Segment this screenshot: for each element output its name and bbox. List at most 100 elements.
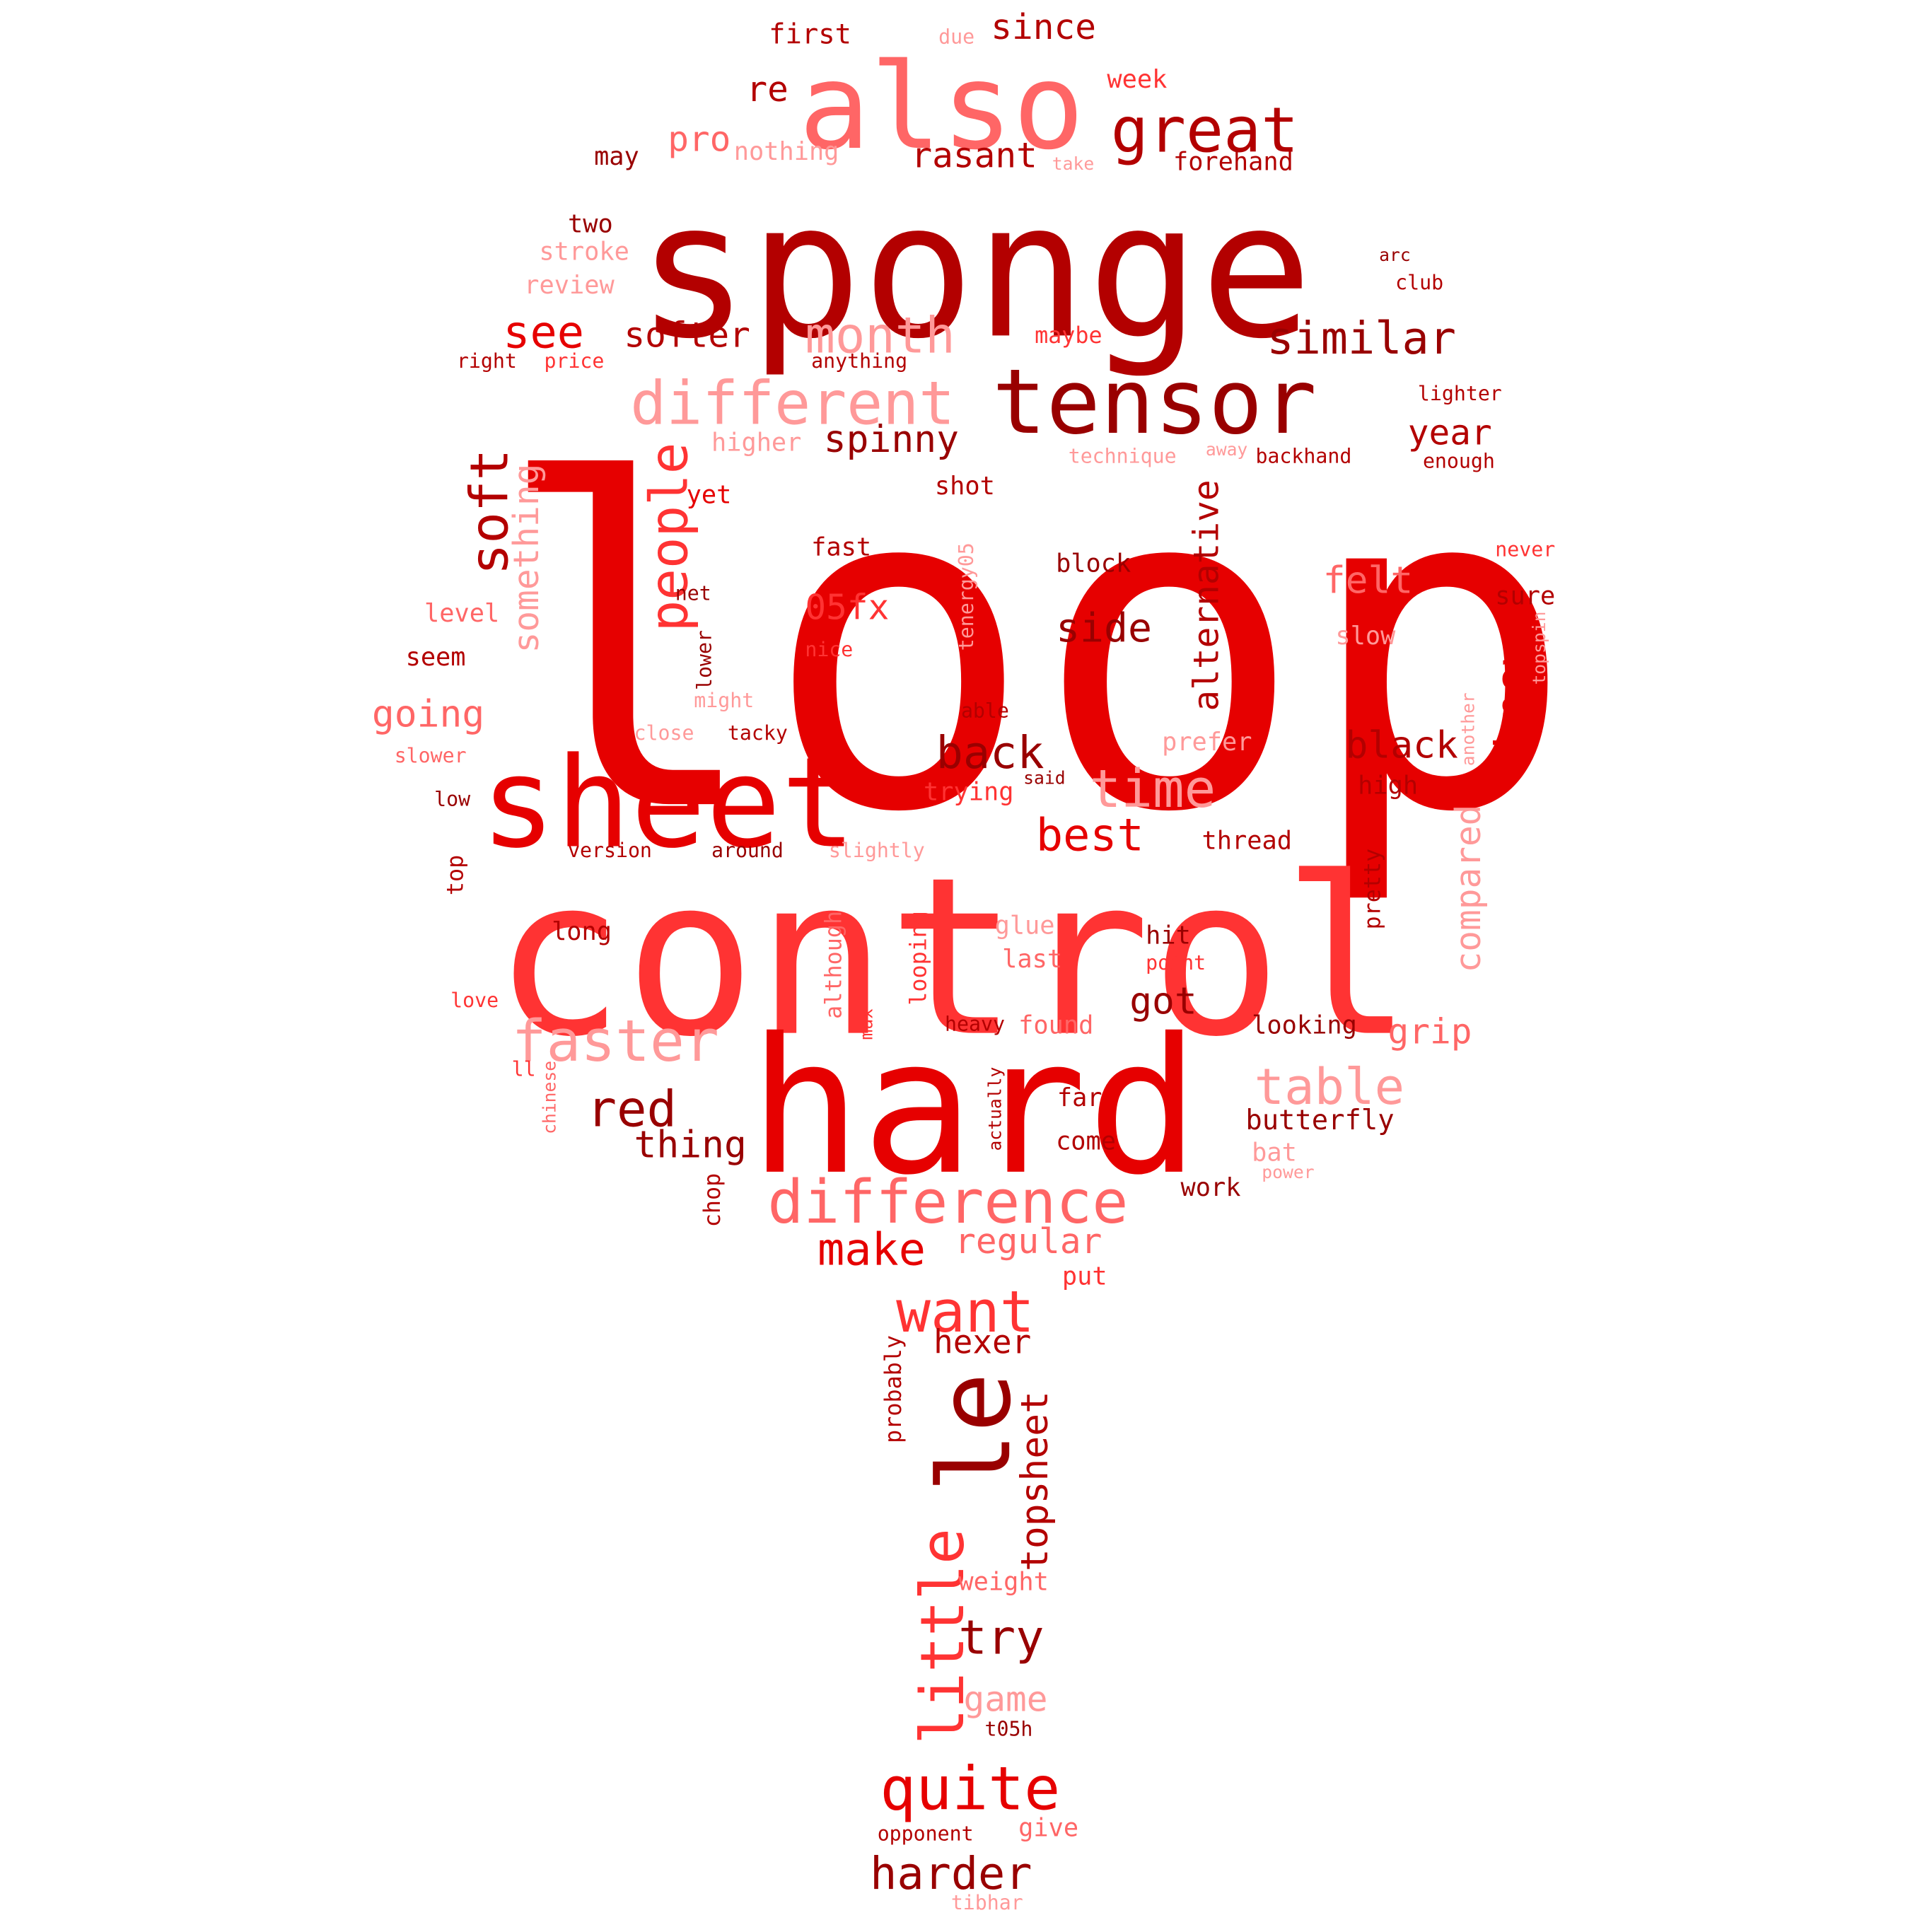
cloud-word-hexer: hexer xyxy=(933,1323,1031,1361)
cloud-word-backhand: backhand xyxy=(1255,444,1351,467)
cloud-word-opponent: opponent xyxy=(878,1822,974,1846)
cloud-word-probably: probably xyxy=(881,1335,907,1443)
cloud-word-time: time xyxy=(1090,759,1216,820)
cloud-word-never: never xyxy=(1495,538,1555,561)
cloud-word-great: great xyxy=(1111,93,1299,166)
cloud-word-lighter: lighter xyxy=(1418,382,1502,405)
cloud-word-topspin: topspin xyxy=(1529,612,1549,685)
cloud-word-although: although xyxy=(821,911,846,1019)
cloud-word-long: long xyxy=(552,917,612,946)
cloud-word-sure: sure xyxy=(1495,581,1555,610)
cloud-word-softer: softer xyxy=(624,315,750,356)
cloud-word-got: got xyxy=(1129,979,1197,1023)
cloud-word-pro: pro xyxy=(668,119,731,160)
cloud-word-tacky: tacky xyxy=(728,721,788,745)
cloud-word-butterfly: butterfly xyxy=(1245,1105,1394,1136)
cloud-word-alternative: alternative xyxy=(1186,479,1227,711)
cloud-word-red: red xyxy=(586,1080,676,1139)
cloud-word-spinny: spinny xyxy=(824,418,959,461)
cloud-word-stroke: stroke xyxy=(539,237,629,266)
cloud-word-right: right xyxy=(457,349,517,373)
cloud-word-tensor: tensor xyxy=(992,349,1317,454)
cloud-word-love: love xyxy=(450,989,499,1012)
cloud-word-prefer: prefer xyxy=(1162,728,1252,757)
cloud-word-heavy: heavy xyxy=(945,1012,1005,1035)
cloud-word-level: level xyxy=(424,599,499,628)
cloud-word-nothing: nothing xyxy=(734,137,839,166)
cloud-word-game: game xyxy=(963,1679,1047,1720)
cloud-word-tenergy05: tenergy05 xyxy=(955,542,978,651)
cloud-word-difference: difference xyxy=(767,1167,1128,1237)
cloud-word-hit: hit xyxy=(1146,921,1191,950)
cloud-word-t05h: t05h xyxy=(984,1717,1032,1740)
cloud-word-loop: loop xyxy=(493,387,1575,910)
cloud-word-also: also xyxy=(799,37,1085,176)
cloud-word-sponge: sponge xyxy=(636,162,1313,380)
cloud-word-club: club xyxy=(1395,271,1443,294)
cloud-word-top: top xyxy=(443,855,469,895)
cloud-word-bat: bat xyxy=(1252,1139,1297,1168)
cloud-word-year: year xyxy=(1408,412,1492,453)
cloud-word-glue: glue xyxy=(995,911,1055,940)
cloud-word-weight: weight xyxy=(958,1568,1048,1597)
cloud-word-grip: grip xyxy=(1388,1011,1472,1052)
cloud-word-low: low xyxy=(434,788,470,811)
cloud-word-see: see xyxy=(503,305,584,358)
cloud-word-looking: looking xyxy=(1252,1011,1357,1040)
cloud-word-thing: thing xyxy=(634,1123,747,1166)
cloud-word-trying: trying xyxy=(924,778,1013,807)
cloud-word-faster: faster xyxy=(512,1008,719,1075)
cloud-word-max: max xyxy=(856,1008,877,1040)
cloud-word-control: control xyxy=(493,830,1414,1085)
cloud-word-close: close xyxy=(634,721,694,745)
cloud-word-slightly: slightly xyxy=(829,839,925,862)
cloud-word-try: try xyxy=(958,1610,1044,1665)
cloud-word-enough: enough xyxy=(1423,449,1495,472)
cloud-word-another: another xyxy=(1457,692,1478,766)
cloud-word-first: first xyxy=(769,18,851,50)
cloud-word-fast: fast xyxy=(811,533,871,562)
cloud-word-05fx: 05fx xyxy=(805,586,889,627)
cloud-word-come: come xyxy=(1056,1127,1116,1156)
cloud-word-might: might xyxy=(694,689,754,712)
cloud-word-around: around xyxy=(711,839,784,862)
cloud-word-version: version xyxy=(568,839,652,862)
cloud-word-maybe: maybe xyxy=(1035,323,1102,349)
cloud-word-able: able xyxy=(961,699,1009,722)
cloud-word-found: found xyxy=(1018,1011,1093,1040)
cloud-word-power: power xyxy=(1262,1162,1314,1182)
cloud-word-topsheet: topsheet xyxy=(1013,1391,1057,1571)
cloud-word-seem: seem xyxy=(406,643,466,672)
cloud-word-regular: regular xyxy=(955,1221,1102,1262)
cloud-word-thread: thread xyxy=(1202,826,1292,855)
cloud-word-last: last xyxy=(1002,945,1062,974)
cloud-word-tibhar: tibhar xyxy=(951,1891,1023,1914)
cloud-word-compared: compared xyxy=(1448,805,1489,973)
cloud-word-due: due xyxy=(938,25,974,48)
cloud-word-know: know xyxy=(1485,636,1540,750)
cloud-word-far: far xyxy=(1057,1083,1102,1112)
cloud-word-side: side xyxy=(1056,605,1152,651)
cloud-word-net: net xyxy=(675,581,711,605)
cloud-word-anything: anything xyxy=(811,349,907,373)
cloud-word-people: people xyxy=(639,443,700,632)
cloud-word-quite: quite xyxy=(880,1754,1060,1824)
cloud-word-nice: nice xyxy=(805,638,853,661)
cloud-word-forehand: forehand xyxy=(1173,147,1293,176)
cloud-word-chop: chop xyxy=(700,1173,726,1227)
cloud-word-make: make xyxy=(817,1223,926,1276)
cloud-word-lower: lower xyxy=(692,630,716,690)
cloud-word-since: since xyxy=(991,6,1096,47)
cloud-word-actually: actually xyxy=(984,1067,1005,1151)
cloud-word-yet: yet xyxy=(687,480,732,509)
cloud-word-two: two xyxy=(568,209,613,238)
cloud-word-review: review xyxy=(524,271,615,300)
cloud-word-looping: looping xyxy=(906,911,931,1006)
cloud-word-table: table xyxy=(1255,1057,1404,1116)
cloud-word-re: re xyxy=(746,69,788,110)
cloud-word-block: block xyxy=(1056,549,1131,578)
cloud-word-best: best xyxy=(1036,809,1144,861)
